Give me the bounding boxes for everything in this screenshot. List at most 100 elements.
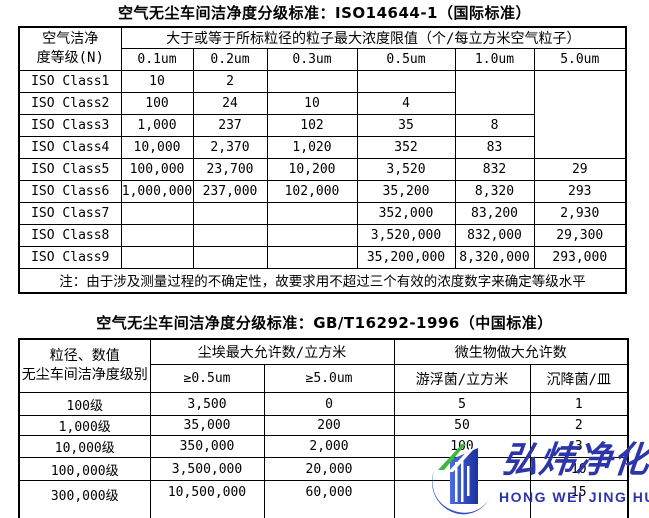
data-cell xyxy=(454,70,535,115)
row-label: ISO Class7 xyxy=(18,202,122,225)
data-cell: 10 xyxy=(529,457,629,481)
data-cell: 293,000 xyxy=(533,246,627,269)
data-cell: 10 xyxy=(266,92,358,115)
column-header: 0.2um xyxy=(192,48,268,71)
table-row: 100级 3,500 0 5 1 xyxy=(18,392,629,416)
table-row: ISO Class9 35,200,000 8,320,000 293,000 xyxy=(18,246,627,269)
data-cell: 35,200 xyxy=(356,180,456,203)
data-cell: 3,520 xyxy=(356,158,456,181)
data-cell xyxy=(192,224,268,247)
data-cell: 832 xyxy=(454,158,535,181)
data-cell: 10,200 xyxy=(266,158,358,181)
table-row: 1,000级 35,000 200 50 2 xyxy=(18,415,629,436)
data-cell: 2 xyxy=(192,70,268,93)
row-label: ISO Class3 xyxy=(18,114,122,137)
table-row: ISO Class6 1,000,000 237,000 102,000 35,… xyxy=(18,180,627,203)
table-row: ISO Class8 3,520,000 832,000 29,300 xyxy=(18,224,627,247)
table-row: ISO Class4 10,000 2,370 1,020 352 83 xyxy=(18,136,626,159)
row-label: ISO Class2 xyxy=(18,92,122,115)
table-row: 300,000级 10,500,000 60,000 15 xyxy=(18,480,629,518)
data-cell: 2,000 xyxy=(263,435,395,458)
gb-cleanliness-table: 粒径、数值 无尘车间洁净度级别 尘埃最大允许数/立方米 微生物做大允许数 ≥0.… xyxy=(18,337,629,518)
class-column-header-line1: 空气洁净 xyxy=(42,31,99,47)
table-row: ISO Class1 10 2 xyxy=(18,70,627,159)
data-cell: 10 xyxy=(120,70,194,93)
data-cell: 35,000 xyxy=(149,415,265,436)
table-row: 10,000级 350,000 2,000 100 3 xyxy=(18,435,629,458)
dust-group-header: 尘埃最大允许数/立方米 xyxy=(149,338,395,365)
data-cell: 100,000 xyxy=(120,158,194,181)
data-cell: 50 xyxy=(393,415,531,436)
data-cell: 350,000 xyxy=(149,435,265,458)
data-cell: 83,200 xyxy=(454,202,535,225)
class-column-header-line1: 粒径、数值 xyxy=(49,347,120,364)
gb-table-title: 空气无尘车间洁净度分级标准：GB/T16292-1996（中国标准） xyxy=(96,313,553,332)
class-column-header: 粒径、数值 无尘车间洁净度级别 xyxy=(18,338,151,393)
data-cell: 100 xyxy=(393,435,531,458)
column-header: 沉降菌/皿 xyxy=(529,364,629,393)
data-cell xyxy=(192,246,268,269)
table-subheader-row: 0.1um 0.2um 0.3um 0.5um 1.0um 5.0um xyxy=(19,48,627,71)
row-label: 10,000级 xyxy=(18,435,151,458)
data-cell: 2 xyxy=(529,415,629,436)
data-cell xyxy=(356,70,456,93)
column-header: ≥0.5um xyxy=(149,364,265,393)
column-header: 0.1um xyxy=(120,48,194,71)
column-header: 游浮菌/立方米 xyxy=(393,364,531,393)
data-cell xyxy=(266,202,358,225)
data-cell: 100 xyxy=(120,92,194,115)
data-cell: 1,020 xyxy=(266,136,358,159)
data-cell: 35 xyxy=(356,114,456,137)
data-cell: 237 xyxy=(192,114,268,137)
data-cell: 0 xyxy=(263,392,395,416)
table-header-row: 空气洁净 度等级(N) 大于或等于所标粒径的粒子最大浓度限值（个/每立方米空气粒… xyxy=(18,26,627,71)
data-cell: 1,000,000 xyxy=(120,180,194,203)
column-header: ≥5.0um xyxy=(263,364,395,393)
column-header: 0.5um xyxy=(356,48,456,71)
data-cell: 4 xyxy=(356,92,456,115)
microbe-group-header: 微生物做大允许数 xyxy=(393,338,629,365)
data-cell: 200 xyxy=(263,415,395,436)
data-cell: 3,520,000 xyxy=(356,224,456,247)
data-cell: 2,370 xyxy=(192,136,268,159)
class-column-header-line2: 无尘车间洁净度级别 xyxy=(21,366,148,383)
row-label: 300,000级 xyxy=(18,480,151,518)
data-cell: 3 xyxy=(529,435,629,458)
column-header: 0.3um xyxy=(266,48,358,71)
column-header: 5.0um xyxy=(533,48,627,71)
row-label: 1,000级 xyxy=(18,415,151,436)
class-column-header-line2: 度等级(N) xyxy=(36,50,104,66)
class-column-header: 空气洁净 度等级(N) xyxy=(18,26,122,71)
row-label: ISO Class6 xyxy=(18,180,122,203)
data-cell: 10,500,000 xyxy=(149,480,265,518)
row-label: ISO Class8 xyxy=(18,224,122,247)
data-cell xyxy=(120,202,194,225)
table-row: 100,000级 3,500,000 20,000 500 10 xyxy=(18,457,629,481)
data-cell xyxy=(120,246,194,269)
row-label: ISO Class4 xyxy=(18,136,122,159)
data-cell: 102,000 xyxy=(266,180,358,203)
table-row: ISO Class7 352,000 83,200 2,930 xyxy=(18,202,627,225)
data-cell: 10,000 xyxy=(120,136,194,159)
data-cell: 832,000 xyxy=(454,224,535,247)
row-label: ISO Class5 xyxy=(18,158,122,181)
table-row: ISO Class5 100,000 23,700 10,200 3,520 8… xyxy=(18,158,627,181)
data-cell xyxy=(266,246,358,269)
data-cell: 237,000 xyxy=(192,180,268,203)
data-cell: 23,700 xyxy=(192,158,268,181)
concentration-span-header: 大于或等于所标粒径的粒子最大浓度限值（个/每立方米空气粒子） xyxy=(120,26,627,49)
note-row: 注：由于涉及测量过程的不确定性，故要求用不超过三个有效的浓度数字来确定等级水平 xyxy=(18,268,627,293)
table-note: 注：由于涉及测量过程的不确定性，故要求用不超过三个有效的浓度数字来确定等级水平 xyxy=(18,268,627,293)
data-cell: 102 xyxy=(266,114,358,137)
data-cell: 8 xyxy=(454,114,535,137)
data-cell xyxy=(120,224,194,247)
row-label: ISO Class9 xyxy=(18,246,122,269)
data-cell: 24 xyxy=(192,92,268,115)
row-label: ISO Class1 xyxy=(18,70,122,93)
data-cell: 3,500 xyxy=(149,392,265,416)
row-label: 100,000级 xyxy=(18,457,151,481)
data-cell: 60,000 xyxy=(263,480,395,518)
data-cell xyxy=(533,70,627,159)
data-cell: 500 xyxy=(393,457,531,481)
data-cell: 293 xyxy=(533,180,627,203)
